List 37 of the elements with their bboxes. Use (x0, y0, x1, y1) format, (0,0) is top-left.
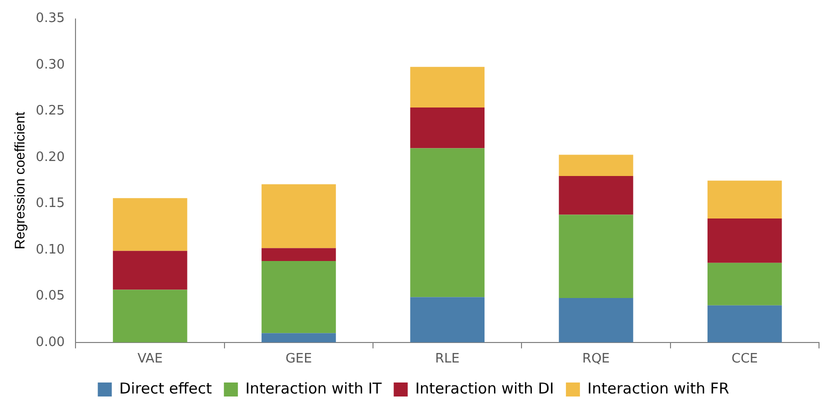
y-tick-label: 0.20 (36, 150, 65, 165)
y-tick-label: 0.30 (36, 57, 65, 72)
x-tick-label: RLE (435, 352, 460, 367)
bar (558, 176, 634, 215)
bar (262, 333, 336, 342)
bar (708, 262, 782, 306)
bar (558, 214, 634, 298)
x-tick-label: GEE (285, 352, 312, 367)
bar (708, 218, 782, 263)
bar (410, 297, 485, 342)
legend-label: Interaction with FR (587, 379, 730, 398)
bar (708, 180, 782, 219)
y-tick-label: 0.25 (36, 104, 65, 119)
y-tick-label: 0.10 (36, 242, 65, 258)
bar (410, 148, 485, 298)
y-tick-label: 0.05 (36, 288, 65, 304)
y-tick-label: 0.35 (36, 11, 65, 26)
bar (112, 198, 188, 251)
bar (112, 290, 188, 342)
bar (558, 298, 634, 342)
bar (410, 66, 485, 108)
legend-label: Direct effect (119, 379, 212, 398)
bar (112, 250, 188, 290)
legend-label: Interaction with IT (245, 379, 383, 398)
x-tick-label: RQE (582, 352, 610, 367)
x-tick-label: VAE (137, 352, 163, 367)
bar (262, 248, 336, 262)
y-tick-label: 0.15 (36, 196, 65, 212)
bar (558, 154, 634, 176)
bar (410, 108, 485, 148)
bar (262, 184, 336, 248)
x-tick-label: CCE (731, 352, 758, 367)
bar (262, 261, 336, 334)
y-axis-title: Regression coefficient (11, 112, 28, 250)
bar (708, 305, 782, 342)
legend-label: Interaction with DI (415, 379, 554, 398)
y-tick-label: 0.00 (36, 334, 65, 350)
